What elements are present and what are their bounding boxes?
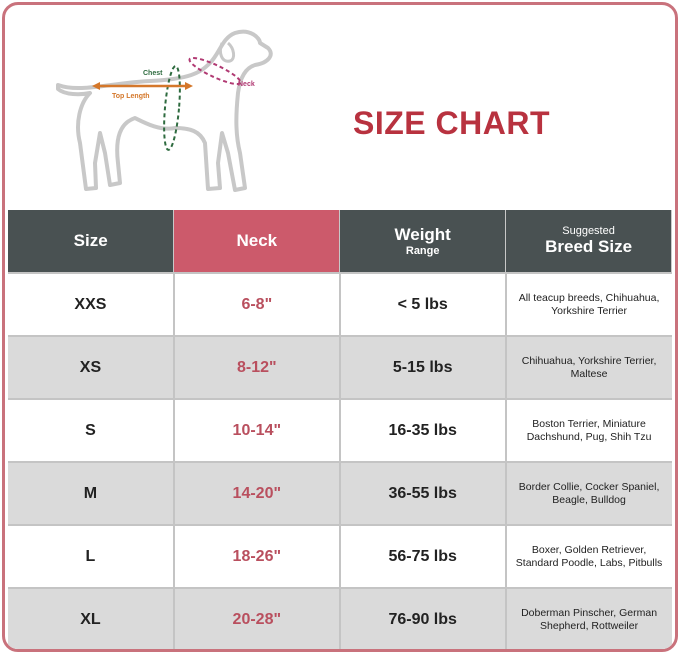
cell-breed: Chihuahua, Yorkshire Terrier, Maltese [504, 335, 672, 400]
table-row: XXS 6-8" < 5 lbs All teacup breeds, Chihuah… [8, 272, 672, 337]
cell-size: M [8, 461, 175, 526]
header-breed: Suggested Breed Size [505, 210, 672, 273]
cell-weight: 36-55 lbs [338, 461, 507, 526]
table-header-row: Size Neck Weight Range Suggested Breed Siz… [8, 210, 672, 273]
cell-size: XXS [8, 272, 175, 337]
dog-ear [218, 41, 236, 63]
neck-label: Neck [238, 81, 255, 88]
dog-measurement-diagram: Chest Neck Top Length [56, 29, 273, 192]
cell-weight: 56-75 lbs [338, 524, 507, 589]
cell-size: XL [8, 587, 175, 649]
cell-neck: 18-26" [172, 524, 341, 589]
table-row: M 14-20" 36-55 lbs Border Collie, Cocker Sp… [8, 461, 672, 526]
neck-measure-line [188, 56, 242, 86]
size-table: Size Neck Weight Range Suggested Breed Siz… [8, 210, 672, 649]
dog-outline [56, 29, 273, 192]
table-row: L 18-26" 56-75 lbs Boxer, Golden Retriever,… [8, 524, 672, 589]
cell-weight: 76-90 lbs [338, 587, 507, 649]
cell-breed: Doberman Pinscher, German Shepherd, Rott… [504, 587, 672, 649]
table-row: XL 20-28" 76-90 lbs Doberman Pinscher, Germ… [8, 587, 672, 649]
header-weight-label: Weight [394, 225, 451, 244]
table-row: S 10-14" 16-35 lbs Boston Terrier, Miniatur… [8, 398, 672, 463]
chest-label: Chest [143, 70, 163, 77]
cell-weight: 16-35 lbs [338, 398, 507, 463]
chest-measure-line [163, 65, 181, 151]
cell-neck: 10-14" [172, 398, 341, 463]
header-weight: Weight Range [339, 210, 507, 273]
cell-size: L [8, 524, 175, 589]
cell-breed: Border Collie, Cocker Spaniel, Beagle, B… [504, 461, 672, 526]
header-neck: Neck [173, 210, 341, 273]
cell-size: XS [8, 335, 175, 400]
header-weight-sub: Range [405, 245, 440, 257]
cell-breed: All teacup breeds, Chihuahua, Yorkshire … [504, 272, 672, 337]
cell-weight: < 5 lbs [338, 272, 507, 337]
page-title: SIZE CHART [353, 105, 550, 141]
cell-neck: 20-28" [172, 587, 341, 649]
header-breed-sup: Suggested [562, 225, 615, 237]
header-size: Size [8, 210, 175, 273]
cell-breed: Boxer, Golden Retriever, Standard Poodle… [504, 524, 672, 589]
cell-breed: Boston Terrier, Miniature Dachshund, Pug… [504, 398, 672, 463]
table-row: XS 8-12" 5-15 lbs Chihuahua, Yorkshire Terr… [8, 335, 672, 400]
cell-neck: 14-20" [172, 461, 341, 526]
cell-neck: 6-8" [172, 272, 341, 337]
cell-size: S [8, 398, 175, 463]
header-breed-label: Breed Size [545, 237, 633, 256]
cell-weight: 5-15 lbs [338, 335, 507, 400]
top-length-label: Top Length [112, 93, 150, 100]
cell-neck: 8-12" [172, 335, 341, 400]
